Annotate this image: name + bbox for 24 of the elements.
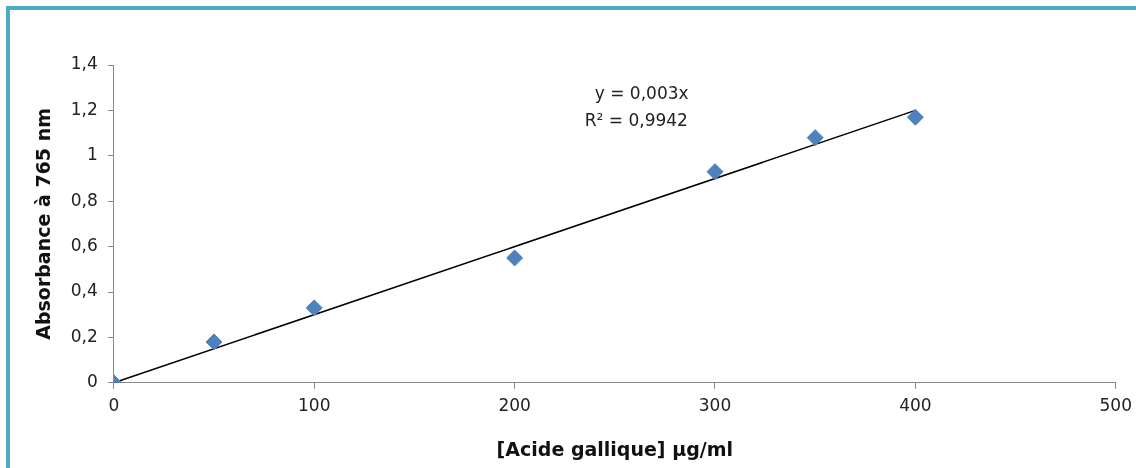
point bbox=[506, 249, 524, 267]
annotation: R² = 0,9942 bbox=[584, 110, 688, 131]
y-tick-label: 0,2 bbox=[70, 325, 98, 346]
x-tick-label: 400 bbox=[899, 395, 932, 416]
y-tick-label: 0,6 bbox=[70, 235, 98, 256]
point bbox=[806, 129, 824, 147]
y-axis-title: Absorbance à 765 nm bbox=[32, 108, 55, 340]
x-tick-label: 300 bbox=[698, 395, 732, 416]
x-tick-label: 100 bbox=[298, 395, 331, 416]
y-tick-label: 1,2 bbox=[70, 98, 98, 119]
annotation: y = 0,003x bbox=[594, 83, 689, 104]
x-tick-label: 0 bbox=[108, 395, 120, 416]
point bbox=[706, 163, 724, 181]
x-axis-title: [Acide gallique] μg/ml bbox=[496, 437, 733, 460]
x-tick-label: 500 bbox=[1099, 395, 1132, 416]
y-tick-label: 1,4 bbox=[70, 53, 98, 74]
point bbox=[305, 299, 323, 317]
point bbox=[205, 333, 223, 351]
y-tick-label: 0 bbox=[87, 371, 98, 392]
y-tick-label: 0,8 bbox=[70, 189, 98, 210]
y-tick-label: 0,4 bbox=[70, 280, 98, 301]
x-tick-label: 200 bbox=[498, 395, 531, 416]
point bbox=[906, 108, 924, 126]
y-tick-label: 1 bbox=[87, 144, 98, 165]
